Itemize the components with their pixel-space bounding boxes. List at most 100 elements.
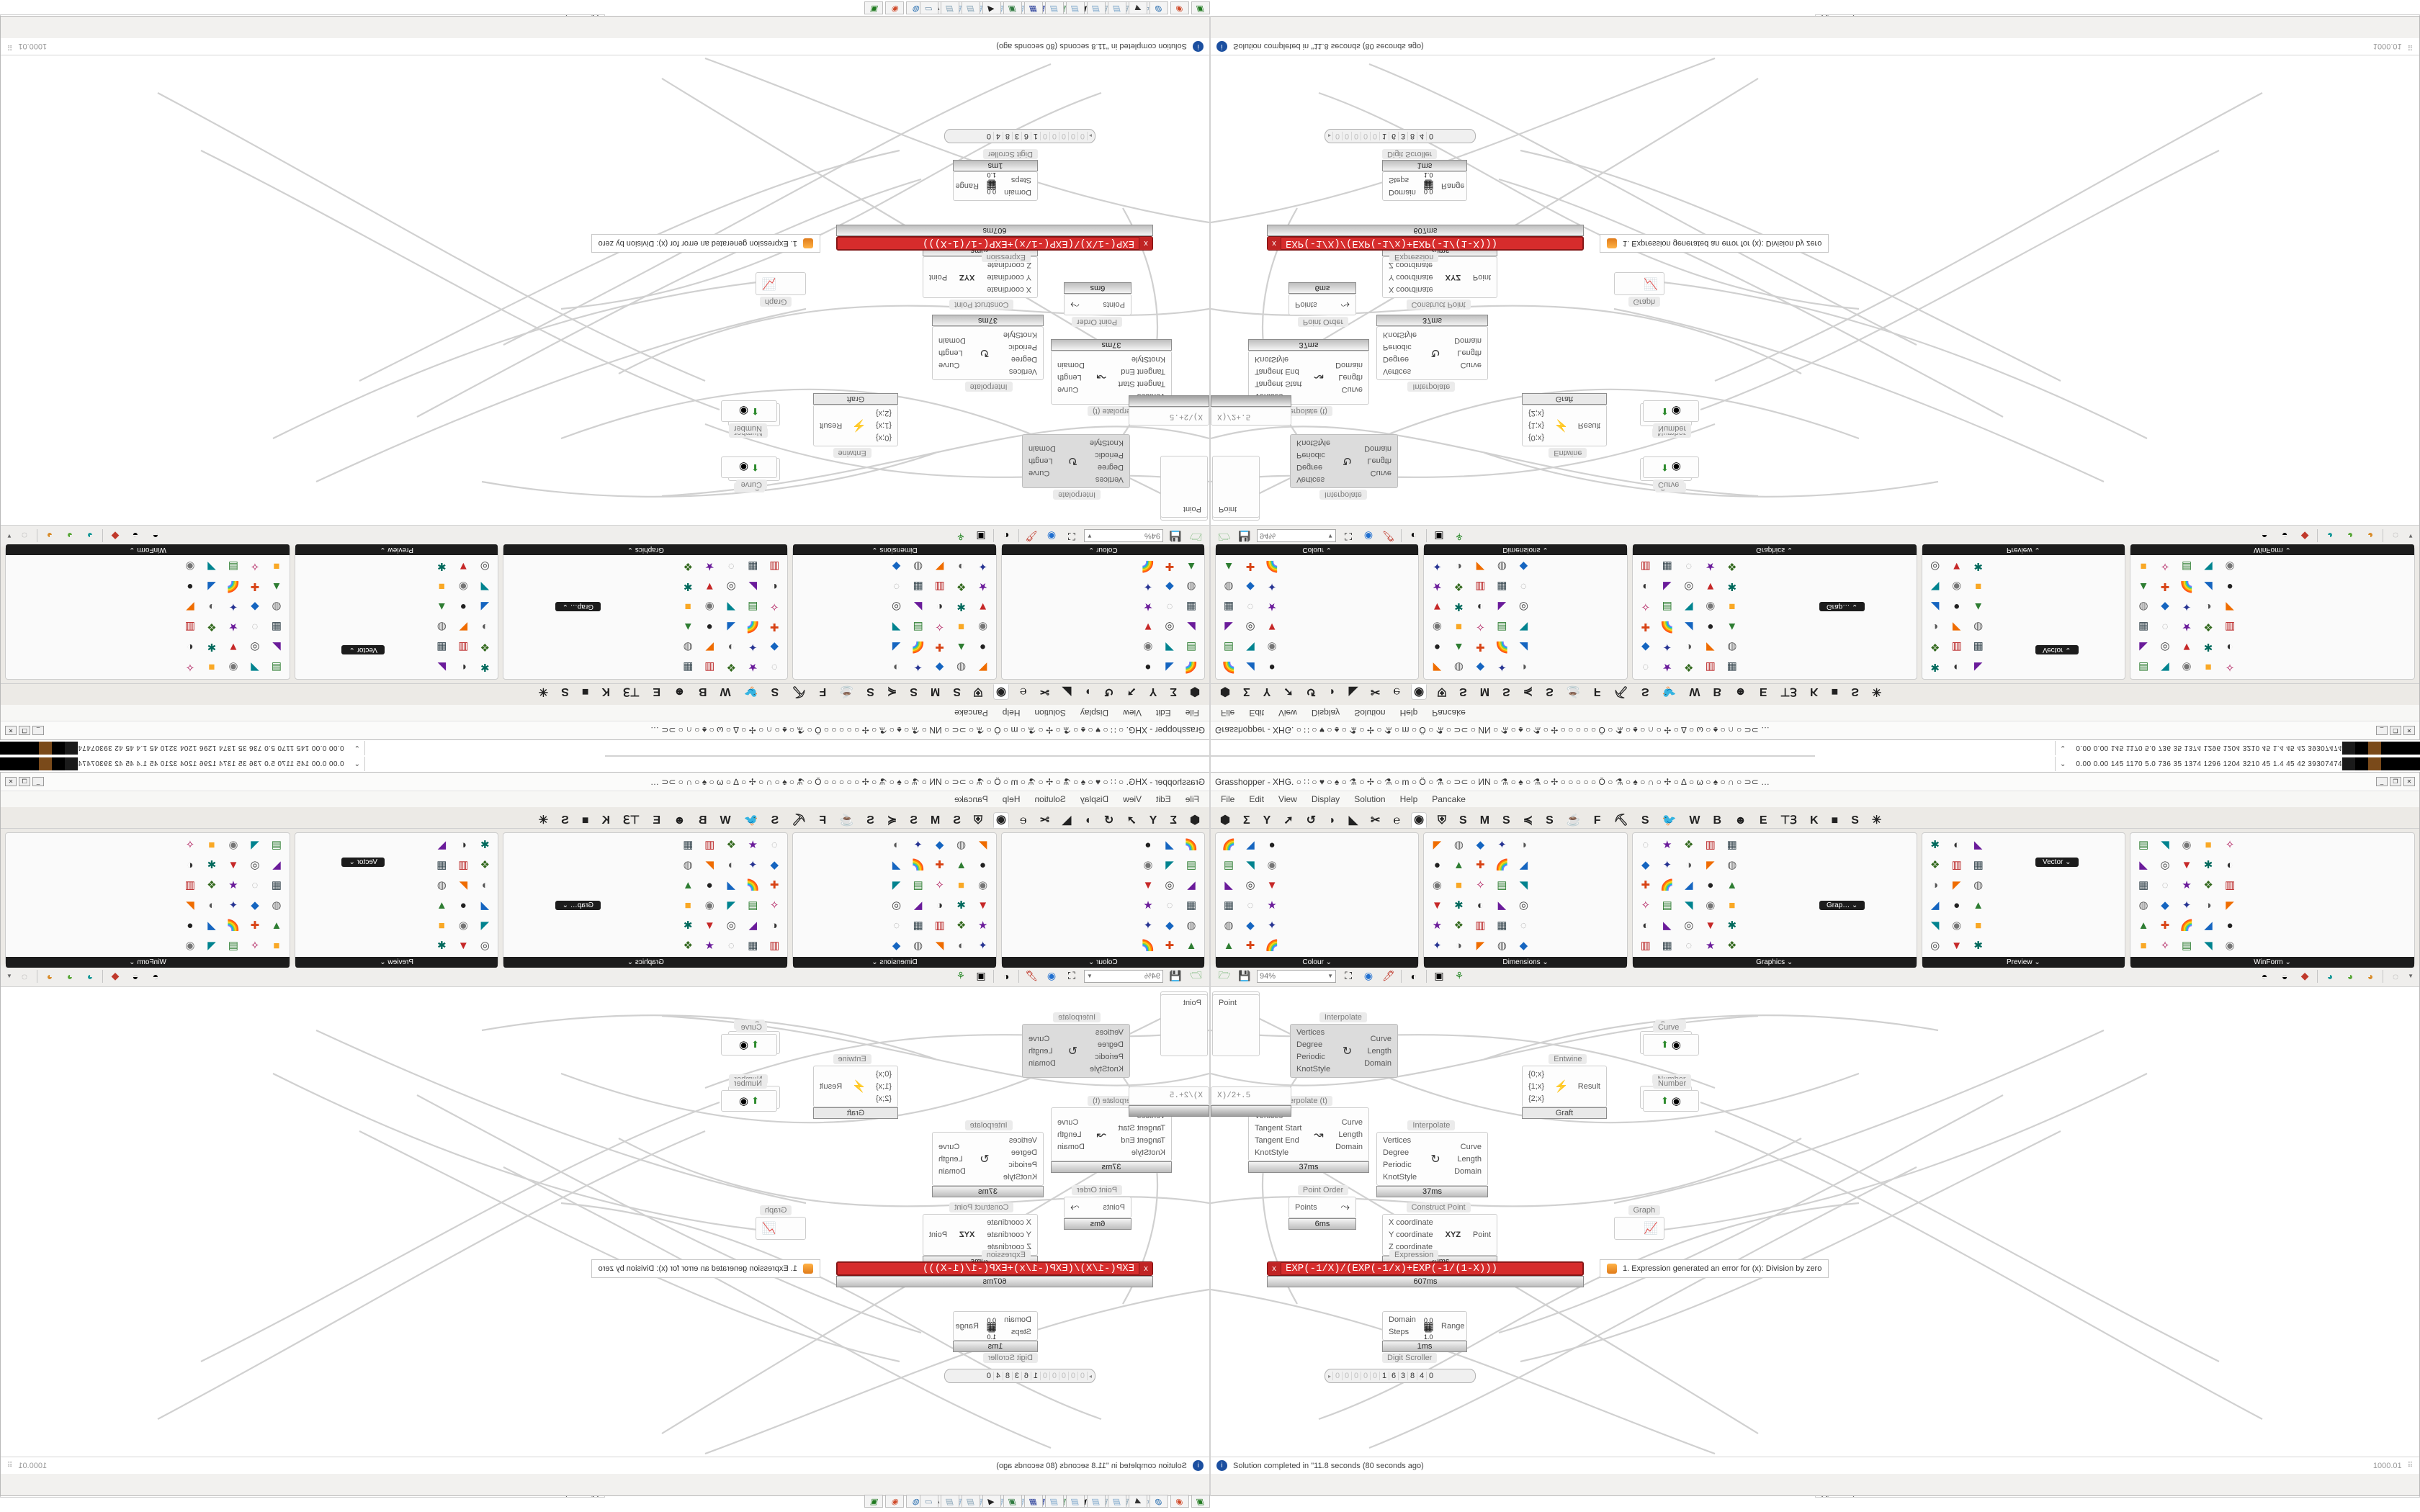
output-port[interactable]: Range [1441,181,1465,191]
component-icon[interactable]: ✚ [250,580,260,593]
input-port[interactable]: Tangent End [1121,367,1165,376]
component-icon[interactable]: ◣ [2139,641,2148,653]
input-port[interactable]: Y coordinate [1389,1230,1433,1239]
component-icon[interactable]: ▼ [977,899,989,912]
digit-scroller[interactable]: ▸ 0 0 0 0 0 1 6 3 8 4 0 [1325,129,1476,143]
component-icon[interactable]: ▥ [1475,919,1486,932]
component-icon[interactable]: ◥ [207,940,216,952]
component-icon[interactable]: ◉ [978,621,988,633]
component-icon[interactable]: ◍ [1497,560,1507,572]
bake-icon[interactable]: 🖊 [1382,970,1395,981]
component-icon[interactable]: ◆ [1165,919,1174,932]
component-icon[interactable]: ✦ [1497,661,1507,673]
node-graph[interactable]: Graph 📈 [1614,272,1664,309]
open-file-icon[interactable]: 🗁 [1189,968,1202,981]
component-icon[interactable]: ◑ [1455,939,1462,952]
tab-bird[interactable]: 🐦 [743,814,758,827]
component-icon[interactable]: ✱ [207,859,217,871]
component-icon[interactable]: ❖ [207,621,217,633]
component-icon[interactable]: ▲ [682,878,694,891]
taskbar-rhino-app[interactable]: ◍ [1150,1,1168,14]
system-tray[interactable]: ⌄ 0.00 0.00 145 1170 5.0 736 35 1374 129… [2054,757,2420,771]
tab-curve[interactable]: ↺ [1306,685,1317,698]
output-port[interactable]: Curve [1028,1034,1050,1043]
component-icon[interactable]: ▲ [271,919,282,932]
zoom-level-combo[interactable]: 94% ▼ [1084,529,1163,543]
component-icon[interactable]: ▲ [1726,621,1738,634]
component-icon[interactable]: ▲ [1453,641,1464,654]
tab-green[interactable]: ✳ [538,685,549,698]
component-icon[interactable]: ◐ [460,661,467,674]
tab-transform[interactable]: ℮ [1393,685,1401,698]
component-icon[interactable]: ▥ [934,580,945,593]
tab-s1[interactable]: S [1459,685,1467,698]
menu-item-file[interactable]: File [1185,794,1199,804]
scroller-digit[interactable]: 0 [1426,1372,1435,1380]
component-icon[interactable]: ❖ [1453,919,1464,932]
component-icon[interactable]: ◎ [1518,600,1528,613]
node-point-param[interactable]: Point [1212,994,1260,1056]
component-icon[interactable]: ◉ [1267,859,1277,871]
component-icon[interactable]: ◥ [1930,919,1940,932]
input-port[interactable]: {0;x} [875,1070,892,1079]
component-tab-bar[interactable]: ⬢ Σ Y ➚ ↺ ◗ ◣ ✂ ℮ ◉ ⛨ S M S ≼ S ☕ F ⛏ S 🐦 W B ☻ E ⊤Ɜ K ■ S ✳ [1211,683,2419,705]
scroller-digit[interactable]: 0 [984,1372,994,1380]
taskbar-browser-app[interactable]: ◉ [1170,1,1189,14]
tab-sets[interactable]: Y [1149,814,1157,827]
node-graph[interactable]: Graph 📈 [1614,1203,1664,1240]
component-icon[interactable]: ▦ [1726,839,1737,851]
component-icon[interactable]: ▦ [436,641,447,653]
input-port[interactable]: {2;x} [875,409,892,418]
scroller-digit[interactable]: 0 [1332,132,1343,140]
expression-text[interactable]: EXP(-1/X)/(EXP(-1/x)+EXP(-1/(1-X))) [837,1262,1139,1275]
zoom-extents-icon[interactable]: ⛶ [1068,531,1075,542]
scroller-digit[interactable]: 8 [1003,1372,1013,1380]
grasshopper-canvas[interactable]: Interpolate Vertices Degree Periodic KnotSty… [1,55,1209,525]
output-port[interactable]: Length [1367,1046,1392,1056]
tab-bird[interactable]: 🐦 [1662,685,1677,698]
component-icon[interactable]: ▲ [271,580,282,593]
draw-mode-2-icon[interactable]: ◒ [2281,970,2288,982]
tab-display[interactable]: ◉ [992,684,1009,700]
tab-mesh[interactable]: ◣ [1062,814,1072,827]
component-icon[interactable]: ● [1953,899,1960,912]
component-icon[interactable]: ❖ [683,940,693,952]
tab-f1[interactable]: F [819,814,827,827]
open-file-icon[interactable]: 🗁 [1189,531,1202,544]
output-port[interactable]: Curve [1057,1117,1079,1127]
component-icon[interactable]: ◤ [705,641,714,653]
digit-scroller[interactable]: ▸ 0 0 0 0 0 1 6 3 8 4 0 [944,1369,1095,1383]
component-icon[interactable]: ✧ [1641,600,1651,613]
draw-mode-3-icon[interactable]: ◆ [111,970,120,981]
preview-mesh-icon[interactable]: ▣ [1434,970,1444,981]
input-port[interactable]: {2;x} [875,1094,892,1103]
tab-display[interactable]: ◉ [1411,684,1428,700]
node-expression-small[interactable]: X)/2+.5 [1211,395,1291,426]
node-range[interactable]: Domain Steps ▦ Range 1ms [1382,1311,1467,1352]
node-entwine[interactable]: Entwine {0;x} {1;x} {2;x} ⚡ Result Graft [813,1052,898,1119]
component-icon[interactable]: ▤ [1662,899,1672,912]
component-icon[interactable]: ✦ [1267,580,1277,593]
component-icon[interactable]: ▥ [2224,621,2236,633]
component-icon[interactable]: ◑ [1520,661,1527,674]
component-icon[interactable]: ◑ [958,560,965,573]
component-icon[interactable]: ◢ [892,641,901,653]
component-ribbon[interactable]: 🌈 ▤ ◣ ▦ ◍ ▲ ◢ ◥ ◎ ◌ ◆ ✚ ● ◉ ▼ ★ ✦ 🌈 Colour ⌄ ◤ ● ◉ ▼ ★ ✦ ◍ ▲ ■ ✱ ❖ ◑ ◆ ✚… [1211,829,2419,968]
component-icon[interactable]: 🌈 [911,859,925,871]
component-icon[interactable]: ▲ [1223,560,1234,573]
component-icon[interactable]: ◐ [2226,641,2233,654]
scroller-digit[interactable]: 0 [1077,132,1088,140]
component-icon[interactable]: ▲ [956,858,967,871]
draw-mode-3-icon[interactable]: ◆ [2300,531,2309,542]
minimize-button[interactable]: _ [2376,726,2388,735]
menu-item-view[interactable]: View [1278,794,1297,804]
component-icon[interactable]: ▼ [977,600,989,613]
tab-s2[interactable]: S [910,814,918,827]
input-port[interactable]: {2;x} [1528,409,1545,418]
component-icon[interactable]: ✦ [978,940,987,952]
taskbar-print-app-1[interactable]: ▤ [962,1,980,14]
scroller-digit[interactable]: 8 [1407,1372,1417,1380]
preview-shaded-icon[interactable]: ◐ [1410,530,1417,542]
component-icon[interactable]: ◎ [480,940,490,952]
color-teal-icon[interactable]: ◕ [2326,970,2334,982]
